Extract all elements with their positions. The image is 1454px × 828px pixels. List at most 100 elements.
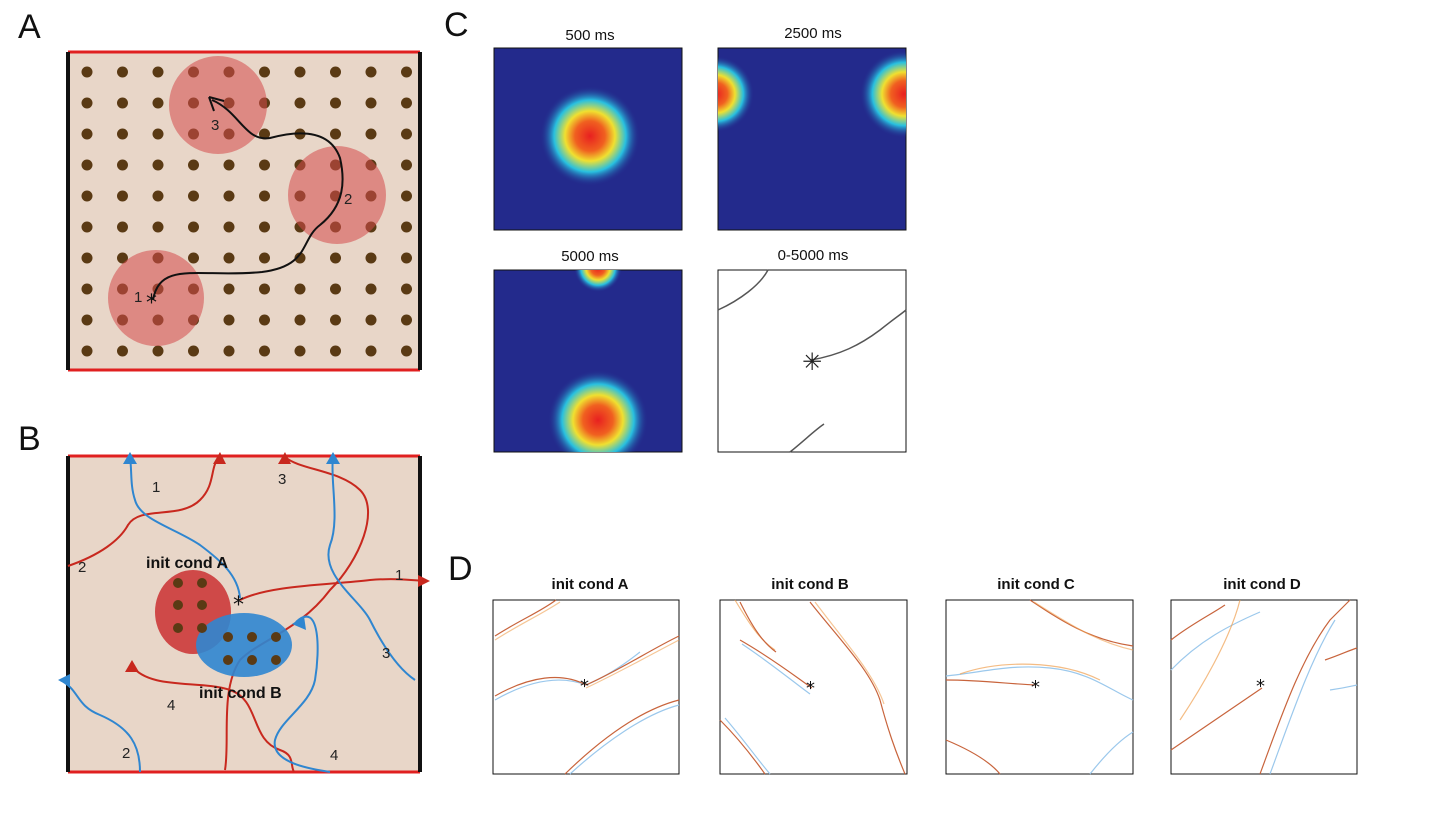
red-path-label-4: 4 <box>167 697 175 714</box>
heatmap-2500ms <box>717 47 907 231</box>
grid-dot <box>117 66 128 78</box>
grid-dot <box>81 314 93 326</box>
grid-dot <box>188 159 199 171</box>
init-cond-dot <box>223 632 233 642</box>
grid-dot <box>152 97 164 109</box>
grid-dot <box>81 66 93 78</box>
plot-d-start-asterisk: * <box>1256 676 1265 697</box>
grid-dot <box>365 97 377 109</box>
grid-dot <box>152 190 164 202</box>
blue-path-2 <box>59 679 141 773</box>
place-field-2 <box>288 146 386 244</box>
grid-dot <box>259 190 270 202</box>
grid-dot <box>401 314 412 326</box>
grid-dot <box>117 345 128 357</box>
panel-a-arena: * 1 2 3 <box>66 50 422 372</box>
grid-dot <box>117 221 128 233</box>
grid-dot <box>223 345 235 357</box>
grid-dot <box>401 159 412 171</box>
panel-d-title-b: init cond B <box>771 576 849 593</box>
red-arrowheads <box>125 452 430 672</box>
plot-b-start-asterisk: * <box>806 678 815 699</box>
blue-path-1 <box>129 457 241 599</box>
init-cond-dot <box>173 600 183 610</box>
panel-c-label: C <box>444 6 469 44</box>
grid-dot <box>223 190 235 202</box>
panel-b-blue-paths <box>59 456 416 773</box>
init-cond-dot <box>197 623 207 633</box>
grid-dot <box>330 66 341 78</box>
panel-d-title-a: init cond A <box>552 576 629 593</box>
panel-b-red-paths <box>67 456 426 773</box>
init-cond-b-label: init cond B <box>199 685 282 702</box>
grid-dot <box>294 314 306 326</box>
heatmap-5000ms <box>493 269 683 453</box>
grid-dot <box>365 66 377 78</box>
panel-d-plot-a: * <box>492 599 680 775</box>
grid-dot <box>188 190 199 202</box>
init-cond-dot <box>197 600 207 610</box>
grid-dot <box>259 159 270 171</box>
init-cond-dot <box>173 623 183 633</box>
grid-dot <box>81 252 93 264</box>
panel-d-title-c: init cond C <box>997 576 1075 593</box>
red-path-2 <box>67 457 219 567</box>
init-cond-dot <box>247 632 257 642</box>
grid-dot <box>188 221 199 233</box>
field-label-2: 2 <box>344 191 352 208</box>
grid-dot <box>152 66 164 78</box>
grid-dot <box>401 283 412 295</box>
grid-dot <box>401 128 412 140</box>
panel-d-title-d: init cond D <box>1223 576 1301 593</box>
grid-dot <box>81 345 93 357</box>
blue-path-label-4: 4 <box>330 747 338 764</box>
grid-dot <box>259 221 270 233</box>
grid-dot <box>294 345 306 357</box>
place-field-3 <box>169 56 267 154</box>
grid-dot <box>223 283 235 295</box>
grid-dot <box>152 159 164 171</box>
red-path-1 <box>239 578 426 601</box>
panel-d-label: D <box>448 550 473 588</box>
grid-dot <box>81 128 93 140</box>
grid-dot <box>365 252 377 264</box>
grid-dot <box>223 252 235 264</box>
init-cond-dot <box>223 655 233 665</box>
grid-dot <box>223 159 235 171</box>
trajectory-start-asterisk: ✳ <box>802 348 822 376</box>
panel-c-title-3: 5000 ms <box>561 248 619 265</box>
field-label-1: 1 <box>134 289 142 306</box>
field-label-3: 3 <box>211 117 219 134</box>
blue-path-label-2: 2 <box>122 745 130 762</box>
init-cond-dot <box>271 655 281 665</box>
blue-path-label-1: 1 <box>152 479 160 496</box>
grid-dot <box>365 128 377 140</box>
grid-dot <box>294 283 306 295</box>
grid-dot <box>365 345 377 357</box>
trajectory-arrowhead <box>208 96 225 112</box>
grid-dot <box>259 252 270 264</box>
grid-dot <box>117 252 128 264</box>
panel-a-start-asterisk: * <box>146 291 157 316</box>
grid-dot <box>401 345 412 357</box>
init-cond-dots <box>173 578 281 665</box>
panel-b-start-asterisk: * <box>233 593 244 618</box>
grid-dot <box>81 97 93 109</box>
grid-dot <box>330 314 341 326</box>
red-path-label-3: 3 <box>278 471 286 488</box>
grid-dot <box>365 283 377 295</box>
blue-path-label-3: 3 <box>382 645 390 662</box>
grid-dot <box>152 128 164 140</box>
grid-dot <box>223 314 235 326</box>
grid-dot <box>365 314 377 326</box>
grid-dot <box>117 128 128 140</box>
grid-dot <box>259 314 270 326</box>
red-path-label-2: 2 <box>78 559 86 576</box>
grid-dot <box>330 128 341 140</box>
panel-a-label: A <box>18 8 41 46</box>
grid-dot <box>81 190 93 202</box>
blue-path-3 <box>327 456 416 681</box>
grid-dot <box>81 283 93 295</box>
grid-dot <box>330 283 341 295</box>
